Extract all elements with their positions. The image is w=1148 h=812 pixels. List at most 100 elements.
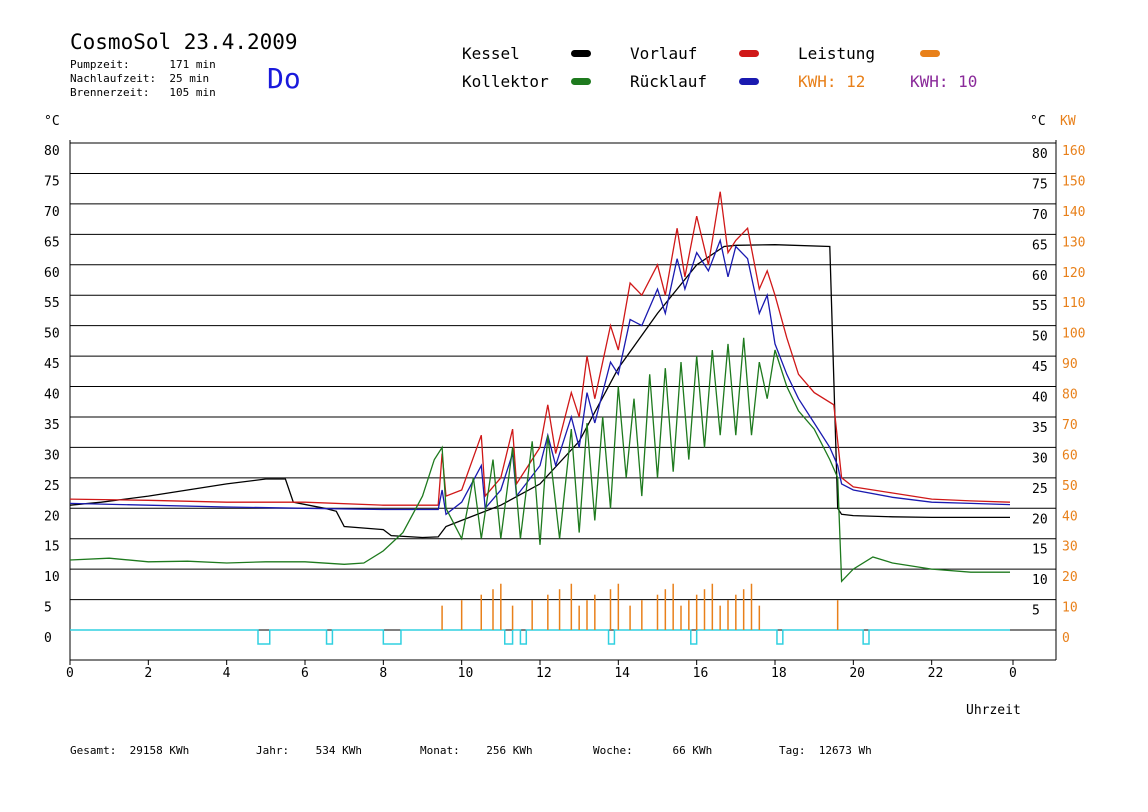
legend-vorlauf-swatch (739, 50, 759, 57)
y-tick-label-right: 80 (1032, 147, 1048, 162)
pump-indicator (70, 629, 1010, 645)
chart-ticks: 0510152025303540455055606570758051015202… (44, 144, 1085, 681)
chart-grid (70, 142, 1056, 631)
legend-kessel-swatch (571, 50, 591, 57)
x-tick-label: 4 (223, 666, 231, 681)
y-tick-label-left: 0 (44, 631, 52, 646)
x-axis-label: Uhrzeit (966, 703, 1021, 718)
y-tick-label-kw: 100 (1062, 327, 1085, 342)
y-tick-label-kw: 90 (1062, 357, 1078, 372)
footer-monat: Monat: 256 KWh (420, 744, 533, 757)
y-tick-label-kw: 10 (1062, 601, 1078, 616)
y-tick-label-left: 15 (44, 540, 60, 555)
series-line-kollektor (69, 337, 1010, 583)
y-tick-label-left: 75 (44, 174, 60, 189)
series-line-ruecklauf (69, 238, 1011, 516)
x-tick-label: 0 (1009, 666, 1017, 681)
y-tick-label-left: 25 (44, 479, 60, 494)
y-tick-label-kw: 50 (1062, 479, 1078, 494)
y-tick-label-left: 30 (44, 448, 60, 463)
y-tick-label-right: 10 (1032, 573, 1048, 588)
y-tick-label-left: 55 (44, 296, 60, 311)
y-tick-label-left: 5 (44, 601, 52, 616)
y-tick-label-left: 70 (44, 205, 60, 220)
weekday-label: Do (267, 62, 301, 95)
legend-ruecklauf-swatch (739, 78, 759, 85)
power-spikes (441, 583, 839, 630)
x-tick-label: 12 (536, 666, 552, 681)
y-tick-label-kw: 150 (1062, 174, 1085, 189)
x-tick-label: 14 (614, 666, 630, 681)
series-line-kessel (69, 244, 1010, 539)
legend-ruecklauf-label: Rücklauf (630, 72, 708, 91)
stat-pumpzeit: Pumpzeit: 171 min (70, 58, 216, 71)
legend-kollektor-swatch (571, 78, 591, 85)
legend-kollektor-label: Kollektor (462, 72, 549, 91)
legend-leistung-swatch (920, 50, 940, 57)
y-axis-label-right: °C (1030, 114, 1046, 129)
stat-brennerzeit: Brennerzeit: 105 min (70, 86, 216, 99)
y-tick-label-right: 55 (1032, 299, 1048, 314)
y-tick-label-right: 60 (1032, 269, 1048, 284)
x-tick-label: 10 (458, 666, 474, 681)
legend-kessel-label: Kessel (462, 44, 520, 63)
y-tick-label-left: 60 (44, 266, 60, 281)
y-tick-label-left: 80 (44, 144, 60, 159)
y-tick-label-left: 20 (44, 509, 60, 524)
y-tick-label-right: 70 (1032, 208, 1048, 223)
y-tick-label-kw: 30 (1062, 540, 1078, 555)
y-tick-label-right: 65 (1032, 238, 1048, 253)
x-tick-label: 6 (301, 666, 309, 681)
y-tick-label-left: 35 (44, 418, 60, 433)
series-line-vorlauf (69, 191, 1011, 506)
y-axis-label-kw: KW (1060, 114, 1076, 129)
legend-vorlauf-label: Vorlauf (630, 44, 698, 63)
y-tick-label-kw: 110 (1062, 296, 1085, 311)
y-tick-label-kw: 20 (1062, 570, 1078, 585)
y-tick-label-right: 50 (1032, 330, 1048, 345)
y-tick-label-left: 45 (44, 357, 60, 372)
pump-signal-line (70, 629, 1010, 645)
y-tick-label-right: 40 (1032, 391, 1048, 406)
y-tick-label-right: 5 (1032, 604, 1040, 619)
y-tick-label-kw: 60 (1062, 448, 1078, 463)
x-tick-label: 16 (693, 666, 709, 681)
footer-woche: Woche: 66 KWh (593, 744, 713, 757)
y-tick-label-kw: 0 (1062, 631, 1070, 646)
y-tick-label-right: 35 (1032, 421, 1048, 436)
legend-kwh-2: KWH: 10 (910, 72, 978, 91)
y-tick-label-right: 75 (1032, 177, 1048, 192)
chart-series (69, 191, 1011, 583)
footer-tag: Tag: 12673 Wh (779, 744, 872, 757)
y-tick-label-kw: 80 (1062, 388, 1078, 403)
y-tick-label-kw: 40 (1062, 509, 1078, 524)
y-tick-label-left: 50 (44, 327, 60, 342)
x-tick-label: 8 (379, 666, 387, 681)
y-tick-label-right: 45 (1032, 360, 1048, 375)
legend-kwh-1: KWH: 12 (798, 72, 866, 91)
footer-gesamt: Gesamt: 29158 KWh (70, 744, 190, 757)
stat-nachlaufzeit: Nachlaufzeit: 25 min (70, 72, 210, 85)
y-tick-label-left: 10 (44, 570, 60, 585)
footer-jahr: Jahr: 534 KWh (256, 744, 362, 757)
x-tick-label: 22 (928, 666, 944, 681)
x-tick-label: 2 (144, 666, 152, 681)
chart-axes (69, 140, 1057, 661)
y-tick-label-right: 15 (1032, 543, 1048, 558)
y-tick-label-right: 20 (1032, 512, 1048, 527)
y-tick-label-kw: 130 (1062, 235, 1085, 250)
y-tick-label-right: 25 (1032, 482, 1048, 497)
y-tick-label-left: 40 (44, 388, 60, 403)
y-tick-label-left: 65 (44, 235, 60, 250)
legend-leistung-label: Leistung (798, 44, 876, 63)
y-tick-label-kw: 120 (1062, 266, 1085, 281)
y-tick-label-right: 30 (1032, 451, 1048, 466)
y-tick-label-kw: 160 (1062, 144, 1085, 159)
x-tick-label: 20 (849, 666, 865, 681)
y-axis-label-left: °C (44, 114, 60, 129)
x-tick-label: 0 (66, 666, 74, 681)
chart-title: CosmoSol 23.4.2009 (70, 30, 298, 54)
x-tick-label: 18 (771, 666, 787, 681)
y-tick-label-kw: 140 (1062, 205, 1085, 220)
